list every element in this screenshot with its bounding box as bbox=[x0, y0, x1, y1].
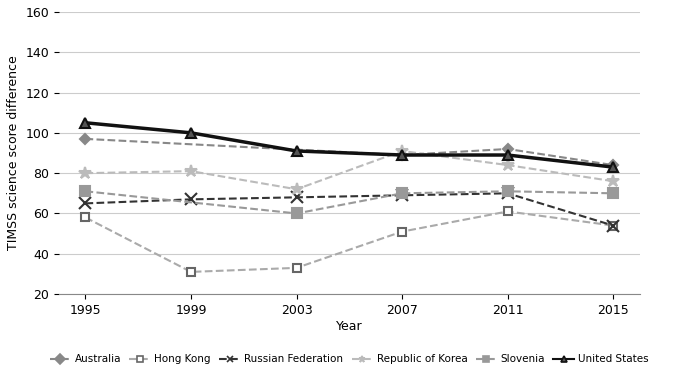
Australia bbox=[82, 136, 90, 141]
Australia bbox=[503, 147, 512, 151]
United States bbox=[292, 149, 301, 153]
United States bbox=[503, 153, 512, 157]
Russian Federation bbox=[82, 201, 90, 205]
Y-axis label: TIMSS science score difference: TIMSS science score difference bbox=[7, 56, 20, 250]
Russian Federation bbox=[187, 197, 195, 202]
Republic of Korea bbox=[82, 171, 90, 175]
Line: Republic of Korea: Republic of Korea bbox=[79, 145, 619, 196]
Republic of Korea bbox=[187, 169, 195, 173]
Hong Kong bbox=[187, 270, 195, 274]
Line: Russian Federation: Russian Federation bbox=[80, 188, 619, 231]
Line: Australia: Australia bbox=[82, 135, 617, 169]
Russian Federation bbox=[398, 193, 406, 198]
Slovenia bbox=[398, 191, 406, 196]
Republic of Korea bbox=[609, 179, 617, 184]
Australia bbox=[398, 153, 406, 157]
Russian Federation bbox=[503, 191, 512, 196]
Hong Kong bbox=[82, 215, 90, 220]
Line: Hong Kong: Hong Kong bbox=[82, 207, 617, 276]
United States bbox=[609, 165, 617, 169]
United States bbox=[398, 153, 406, 157]
Slovenia bbox=[292, 211, 301, 216]
United States bbox=[187, 130, 195, 135]
Russian Federation bbox=[292, 195, 301, 199]
Republic of Korea bbox=[398, 149, 406, 153]
Line: Slovenia: Slovenia bbox=[81, 187, 618, 218]
United States bbox=[82, 121, 90, 125]
Hong Kong bbox=[292, 266, 301, 270]
X-axis label: Year: Year bbox=[336, 320, 362, 333]
Republic of Korea bbox=[292, 187, 301, 192]
Hong Kong bbox=[609, 223, 617, 228]
Slovenia bbox=[82, 189, 90, 193]
Slovenia bbox=[609, 191, 617, 196]
Hong Kong bbox=[503, 209, 512, 214]
Legend: Australia, Hong Kong, Russian Federation, Republic of Korea, Slovenia, United St: Australia, Hong Kong, Russian Federation… bbox=[45, 350, 653, 368]
Australia bbox=[609, 163, 617, 167]
Hong Kong bbox=[398, 229, 406, 234]
Slovenia bbox=[503, 189, 512, 193]
Line: United States: United States bbox=[81, 118, 618, 172]
Republic of Korea bbox=[503, 163, 512, 167]
Russian Federation bbox=[609, 223, 617, 228]
